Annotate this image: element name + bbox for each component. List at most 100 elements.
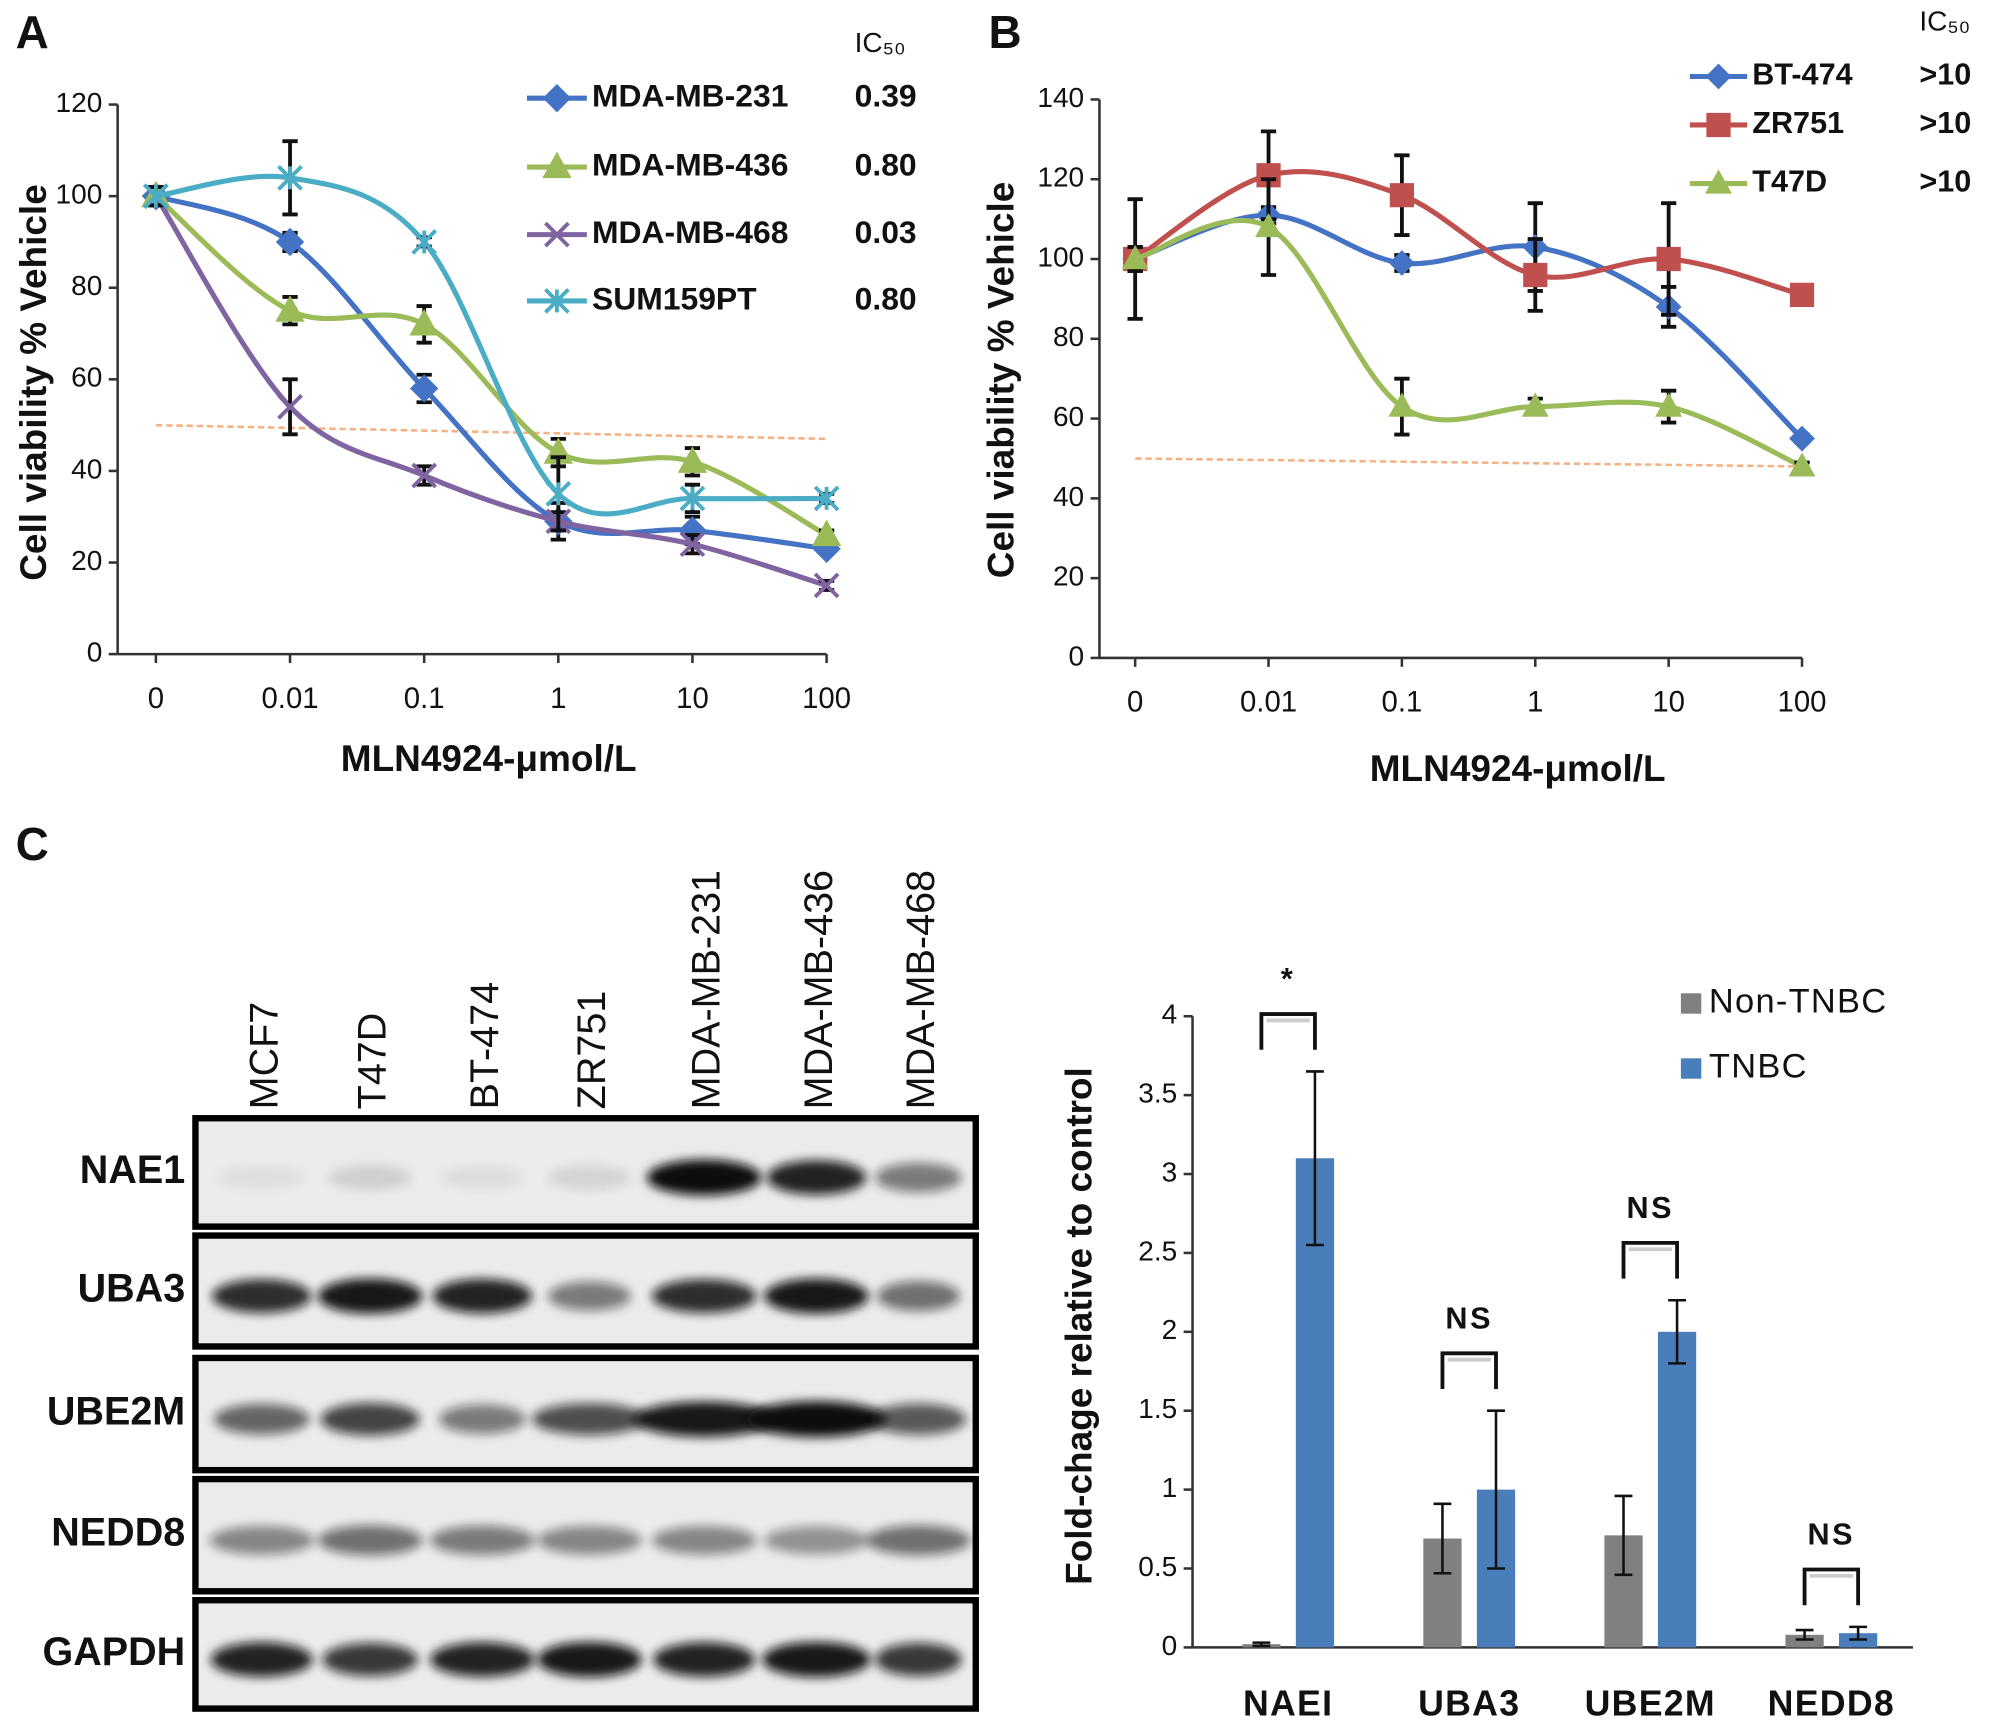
data-point: [677, 446, 708, 473]
blot-band: [764, 1278, 869, 1314]
blot-band: [532, 1403, 647, 1436]
blot-band: [438, 1404, 526, 1434]
data-point: [679, 485, 706, 512]
x-tick-label: UBE2M: [1585, 1683, 1716, 1723]
significance-label: *: [1281, 962, 1295, 996]
y-tick-label: 0: [87, 637, 103, 668]
error-bar: [1668, 1298, 1686, 1365]
legend-label: T47D: [1752, 165, 1827, 199]
x-tick-label: 10: [1652, 686, 1685, 719]
y-axis-title: Cell viability % Vehicle: [13, 184, 54, 581]
legend-marker: [1705, 63, 1732, 90]
ic50-title: IC₅₀: [855, 27, 906, 58]
y-tick-label: 80: [1053, 321, 1084, 352]
y-tick-label: 3: [1162, 1156, 1178, 1187]
significance-bracket: [1440, 1351, 1498, 1390]
blot-band: [547, 1281, 631, 1311]
reference-line: [1135, 457, 1803, 468]
blot-band: [432, 1278, 533, 1314]
blot-band: [762, 1641, 871, 1678]
y-tick-label: 120: [56, 87, 103, 118]
x-tick-label: 0: [1127, 686, 1143, 719]
x-axis-title: MLN4924-μmol/L: [1370, 748, 1666, 789]
y-tick-label: 120: [1037, 162, 1084, 193]
data-point: [1789, 282, 1815, 308]
blot-band: [213, 1403, 310, 1435]
ic50-value: 0.39: [855, 78, 917, 114]
data-point: [811, 519, 842, 547]
series-line: [1134, 218, 1804, 469]
error-bar: [1849, 1625, 1868, 1641]
x-tick-label: NEDD8: [1768, 1683, 1895, 1723]
y-axis-title: Cell viability % Vehicle: [981, 182, 1022, 579]
ic50-value: >10: [1919, 165, 1971, 199]
y-tick-label: 40: [71, 453, 102, 484]
blot-band: [870, 1403, 967, 1435]
x-tick-label: 1: [1527, 686, 1543, 719]
x-tick-label: 0.01: [262, 682, 319, 715]
x-tick-label: UBA3: [1418, 1683, 1520, 1723]
data-point: [1388, 392, 1416, 417]
x-tick-label: 0.1: [1382, 686, 1423, 719]
protein-label: NEDD8: [51, 1511, 185, 1555]
significance-label: NS: [1808, 1517, 1856, 1551]
legend-swatch: [1680, 1058, 1702, 1079]
x-tick-label: 0.01: [1240, 686, 1297, 719]
legend-label: MDA-MB-231: [592, 78, 788, 114]
x-tick-label: NAEI: [1243, 1683, 1333, 1723]
data-point: [1523, 262, 1548, 288]
lane-label: ZR751: [570, 991, 614, 1110]
blot-band: [876, 1281, 960, 1312]
legend-swatch: [1680, 993, 1702, 1014]
x-tick-label: 100: [1778, 686, 1827, 719]
series-line: [1134, 212, 1804, 441]
blot-band: [875, 1162, 962, 1193]
legend-label: Non-TNBC: [1709, 983, 1887, 1021]
blot-band: [430, 1642, 535, 1677]
protein-label: UBE2M: [47, 1389, 185, 1433]
y-tick-label: 0: [1069, 640, 1085, 671]
lane-label: MCF7: [242, 1002, 286, 1110]
blot-band: [547, 1165, 631, 1190]
legend-marker: [1705, 169, 1732, 194]
data-point: [1521, 392, 1549, 417]
legend-marker: [544, 288, 570, 314]
data-point: [679, 531, 706, 558]
y-tick-label: 60: [71, 362, 102, 393]
blot-band: [746, 1401, 887, 1438]
x-axis-title: MLN4924-μmol/L: [341, 738, 637, 779]
blot-band: [537, 1641, 642, 1678]
y-tick-label: 1: [1162, 1472, 1178, 1503]
data-point: [411, 229, 438, 255]
blot-band: [651, 1525, 757, 1555]
data-point: [409, 308, 439, 336]
legend-marker: [544, 221, 570, 248]
error-bar: [1795, 1628, 1814, 1641]
significance-bracket: [1802, 1567, 1861, 1606]
y-tick-label: 100: [56, 179, 103, 210]
panel-label: A: [16, 6, 49, 58]
y-tick-label: 100: [1037, 241, 1084, 272]
y-tick-label: 4: [1162, 999, 1178, 1030]
x-tick-label: 0.1: [404, 682, 445, 715]
lane-label: MDA-MB-468: [899, 870, 943, 1109]
protein-label: UBA3: [78, 1266, 186, 1310]
data-point: [275, 227, 305, 257]
blot-band: [653, 1642, 756, 1677]
lane-label: MDA-MB-436: [797, 870, 841, 1109]
significance-label: NS: [1626, 1191, 1674, 1225]
data-point: [1388, 250, 1415, 276]
bar: [1785, 1634, 1824, 1648]
error-bar: [1252, 1641, 1271, 1648]
blot-band: [430, 1525, 535, 1555]
data-point: [1656, 246, 1681, 272]
legend-marker: [542, 151, 572, 179]
blot-band: [866, 1525, 971, 1556]
y-tick-label: 20: [71, 545, 102, 576]
western-blot: MCF7 T47D BT-474 ZR751 MDA-MB-231 MDA-MB-436 M…: [43, 870, 979, 1712]
ic50-value: >10: [1919, 106, 1971, 140]
blot-band: [317, 1278, 423, 1314]
panel-label: B: [989, 6, 1022, 58]
